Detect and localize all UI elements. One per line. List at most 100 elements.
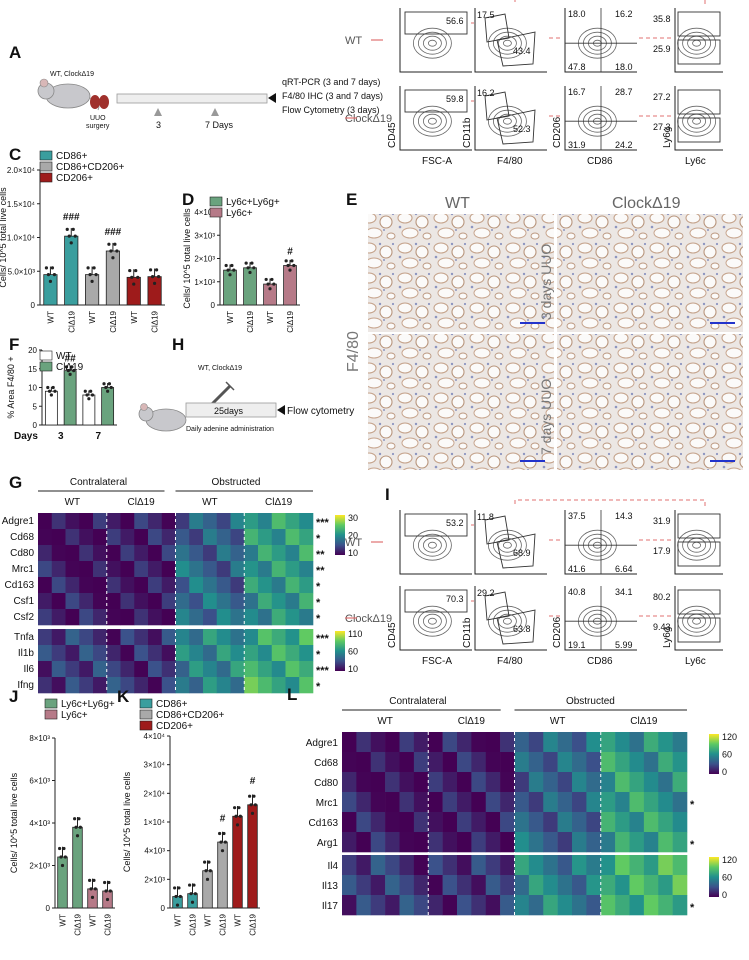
panel-e-row-3d: 3 days UUO (538, 244, 554, 320)
colorbar (335, 515, 345, 555)
flow-axes (474, 586, 547, 651)
y-tick-label: 2×10⁴ (144, 789, 166, 798)
heatmap-cell (514, 812, 530, 833)
quadrant-value: 6.64 (615, 564, 633, 574)
colorbar-label: 60 (348, 646, 358, 656)
heatmap-cell (643, 792, 659, 813)
flow-axes (399, 8, 472, 73)
bar (85, 274, 100, 306)
heatmap-cell (500, 895, 515, 916)
heatmap-cell (442, 875, 458, 896)
data-point (92, 266, 96, 270)
flow-x-axis-label: FSC-A (422, 156, 452, 167)
heatmap-cell (148, 661, 163, 678)
heatmap-cell (175, 513, 190, 530)
heatmap-cell (572, 792, 587, 813)
x-axis-label: Days (14, 431, 38, 442)
heatmap-cell (161, 661, 176, 678)
heatmap-cell (285, 645, 300, 662)
heatmap-row-label: Il17 (322, 901, 339, 912)
heatmap-cell (442, 812, 458, 833)
density-contour (417, 533, 447, 557)
heatmap-cell (586, 895, 602, 916)
density-contour (412, 105, 452, 137)
heatmap-cell (471, 832, 487, 853)
data-point (88, 273, 92, 277)
heatmap-cell (658, 812, 673, 833)
gate-box (677, 617, 721, 643)
gate-value: 11.8 (477, 512, 494, 522)
heatmap-cell (514, 875, 530, 896)
heatmap-cell (134, 677, 149, 694)
density-contour (687, 613, 706, 629)
heatmap-cell (471, 792, 487, 813)
y-axis-label: Cells/ 10^5 total live cells (0, 187, 8, 288)
data-point (134, 268, 138, 273)
flow-y-axis-label: CD11b (462, 617, 473, 648)
flow-x-axis-label: F4/80 (497, 656, 523, 667)
heatmap-cell (65, 577, 80, 594)
heatmap-cell (175, 593, 190, 610)
heatmap-cell (299, 645, 314, 662)
density-contour (492, 31, 522, 55)
heatmap-cell (65, 561, 80, 578)
heatmap-cell (399, 752, 415, 773)
density-contour (422, 537, 442, 553)
significance-label: * (316, 613, 321, 625)
density-contour (497, 537, 517, 553)
heatmap-cell (189, 677, 204, 694)
heatmap-cell (175, 561, 190, 578)
heatmap-cell (175, 661, 190, 678)
heatmap-cell (600, 752, 616, 773)
heatmap-cell (93, 577, 108, 594)
data-point (69, 241, 73, 245)
y-tick-label: 20 (28, 346, 37, 355)
bar (43, 274, 58, 306)
heatmap-cell (572, 895, 587, 916)
heatmap-row-label: Adgre1 (306, 738, 339, 749)
x-tick-label: WT (234, 914, 243, 927)
density-contour (427, 117, 437, 125)
heatmap-cell (514, 855, 530, 876)
heatmap-header: Obstructed (566, 696, 615, 707)
heatmap-cell (413, 772, 429, 793)
chart-j: 0 2×10³ 4×10³ 6×10³ 8×10³ Cells/ 10^5 total l… (9, 698, 115, 936)
heatmap-cell (385, 832, 400, 853)
heatmap-cell (161, 513, 176, 530)
mouse-icon (138, 403, 187, 432)
data-point (78, 825, 82, 829)
heatmap-cell (258, 677, 273, 694)
panel-k: K 0 2×10³ 4×10³ 1×10⁴ 2×10⁴ 3×10⁴ 4×10⁴ Cells/ … (117, 687, 260, 936)
gate-value: 29.2 (477, 588, 495, 598)
significance-label: # (220, 813, 226, 824)
heatmap-cell (428, 812, 443, 833)
heatmap-cell (586, 832, 602, 853)
gate-value: 68.9 (513, 548, 531, 558)
heatmap-cell (93, 629, 108, 646)
heatmap-cell (572, 732, 587, 753)
significance-label: *** (316, 665, 330, 677)
data-point (94, 273, 98, 277)
flow-y-axis-label: Ly6g (662, 127, 673, 148)
heatmap-cell (658, 832, 673, 853)
heatmap-cell (428, 895, 443, 916)
heatmap-cell (658, 732, 673, 753)
significance-label: *** (316, 633, 330, 645)
y-tick-label: 4×10⁴ (144, 732, 166, 741)
heatmap-cell (230, 645, 245, 662)
data-point (73, 234, 77, 238)
heatmap-cell (658, 752, 673, 773)
heatmap-cell (629, 895, 645, 916)
heatmap-cell (543, 812, 558, 833)
heatmap-cell (528, 812, 544, 833)
heatmap-cell (413, 732, 429, 753)
x-tick-label: WT (89, 914, 98, 927)
y-tick-label: 1.0×10⁴ (7, 234, 36, 243)
timeline-bar (116, 93, 268, 104)
chart-axes (39, 170, 165, 306)
flow-axes (399, 510, 472, 575)
heatmap-cell (457, 895, 472, 916)
y-tick-label: 5 (33, 402, 38, 411)
heatmap-cell (428, 855, 443, 876)
